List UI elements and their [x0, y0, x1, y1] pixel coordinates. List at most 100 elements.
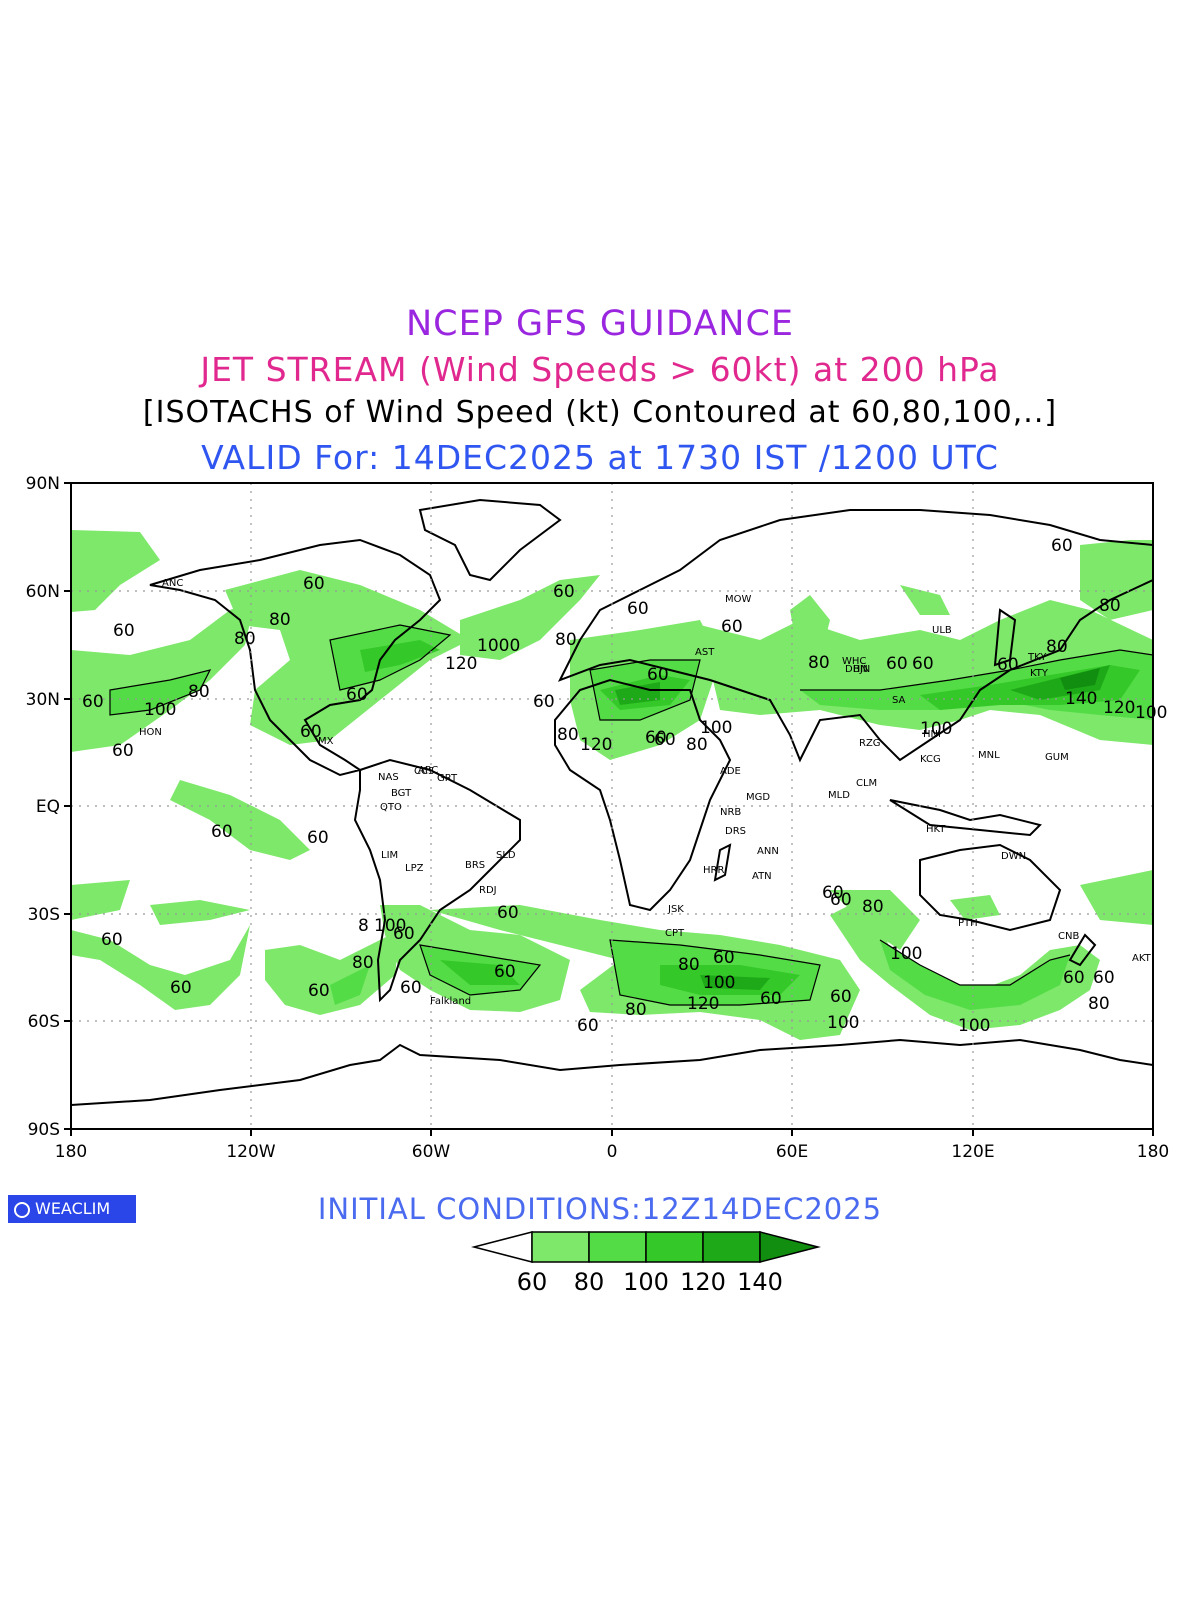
contour-label: 80	[557, 725, 579, 745]
contour-label: 100	[144, 700, 176, 720]
contour-label: 120	[580, 735, 612, 755]
lat-label-eq: EQ	[36, 797, 60, 817]
station-label: BRS	[465, 860, 485, 871]
contour-label: 100	[920, 719, 952, 739]
contour-label: 80	[862, 897, 884, 917]
station-label: ULB	[932, 625, 952, 636]
japan-outline	[993, 608, 1017, 667]
contour-label: 60	[713, 948, 735, 968]
contour-label: 60	[346, 685, 368, 705]
contour-label: 8	[358, 916, 369, 936]
greenland-outline	[418, 498, 562, 582]
contour-label: 80	[686, 735, 708, 755]
station-label: CCS	[414, 766, 434, 777]
station-label: CLM	[856, 778, 877, 789]
station-label: WHC	[842, 656, 866, 667]
station-label: MNL	[978, 750, 1000, 761]
contour-label: 80	[269, 610, 291, 630]
station-label: LPZ	[405, 863, 424, 874]
contour-label: 80	[555, 630, 577, 650]
station-label: RZG	[859, 738, 881, 749]
contour-label: 100	[1135, 703, 1167, 723]
lat-label-60n: 60N	[26, 582, 60, 602]
australia-outline	[919, 843, 1062, 932]
station-label: CPT	[665, 928, 685, 939]
contour-label: 100	[700, 718, 732, 738]
station-label: NRB	[720, 807, 741, 818]
contour-label: 80	[678, 955, 700, 975]
lat-label-60s: 60S	[28, 1012, 60, 1032]
station-label: MLD	[828, 790, 850, 801]
contour-label: 100	[374, 916, 406, 936]
contour-label: 120	[445, 654, 477, 674]
contour-label: 60	[1051, 536, 1073, 556]
contour-label: 60	[82, 692, 104, 712]
contour-label: 60	[577, 1016, 599, 1036]
contour-label: 60	[400, 978, 422, 998]
station-label: HRR	[703, 865, 724, 876]
station-label: AST	[695, 647, 715, 658]
station-label: DRS	[725, 826, 746, 837]
contour-label: 60	[211, 822, 233, 842]
station-label: SLD	[496, 850, 516, 861]
station-label: DWN	[1001, 851, 1026, 862]
isotach-shading-140	[1060, 668, 1100, 690]
station-label: ADE	[720, 766, 741, 777]
lon-label-120w: 120W	[226, 1142, 275, 1162]
station-label: JSK	[667, 904, 684, 915]
lat-label-90s: 90S	[28, 1120, 60, 1140]
station-label: SA	[892, 695, 906, 706]
axis-ticks	[64, 482, 1154, 1136]
contour-label: 60	[393, 924, 415, 944]
weaclim-logo: WEACLIM	[8, 1195, 136, 1223]
contour-label: 80	[808, 653, 830, 673]
station-label: Falkland	[430, 996, 471, 1007]
contour-label: 60	[627, 599, 649, 619]
contour-label: 80	[1088, 994, 1110, 1014]
contour-label: 60	[886, 654, 908, 674]
contour-label: 60	[1063, 968, 1085, 988]
station-label: GRT	[437, 773, 458, 784]
contour-label: 60	[101, 930, 123, 950]
contour-label: 80	[1099, 596, 1121, 616]
contour-label: 100	[958, 1016, 990, 1036]
contour-label: 60	[647, 665, 669, 685]
indonesia-outline	[889, 799, 1042, 837]
station-label: DHN	[845, 664, 868, 675]
map-title-line2: JET STREAM (Wind Speeds > 60kt) at 200 h…	[200, 350, 1000, 389]
station-label: HNI	[923, 729, 941, 740]
north-america-outline	[149, 538, 442, 777]
contour-label: 60	[830, 890, 852, 910]
lon-label-120e: 120E	[951, 1142, 994, 1162]
antarctica-outline	[70, 1038, 1154, 1106]
contour-label: 80	[1046, 637, 1068, 657]
station-label: ATN	[752, 871, 772, 882]
contour-label: 60	[497, 903, 519, 923]
weaclim-logo-icon	[14, 1201, 30, 1218]
station-label: HON	[139, 727, 162, 738]
initial-conditions: INITIAL CONDITIONS:12Z14DEC2025	[317, 1192, 883, 1226]
contour-label: 100	[703, 973, 735, 993]
contour-label: 100	[890, 944, 922, 964]
contour-label: 60	[997, 655, 1019, 675]
map-title-line4: VALID For: 14DEC2025 at 1730 IST /1200 U…	[201, 438, 999, 477]
map-title-line1: NCEP GFS GUIDANCE	[405, 304, 795, 344]
contour-label: 60	[533, 692, 555, 712]
contour-label: 120	[687, 994, 719, 1014]
lon-label-0: 0	[607, 1142, 618, 1162]
contour-label: 80	[352, 953, 374, 973]
lat-label-30s: 30S	[28, 905, 60, 925]
station-labels: ANC HON MX NAS BGT CCS QTO LIM LPZ BRS S…	[139, 578, 1152, 1007]
contour-label: 80	[188, 682, 210, 702]
station-label: TKY	[1027, 652, 1047, 663]
lat-label-30n: 30N	[26, 690, 60, 710]
station-label: LIM	[381, 850, 398, 861]
south-america-outline	[353, 758, 521, 1003]
station-label: NAS	[378, 772, 399, 783]
map-title-line3: [ISOTACHS of Wind Speed (kt) Contoured a…	[142, 395, 1058, 430]
contour-value-labels: 60 60 60 80 80 80 60 100 60 60 60 60 60 …	[82, 536, 1167, 1036]
station-label: KTY	[1030, 668, 1049, 679]
contour-label: 60	[553, 582, 575, 602]
station-label: GUM	[1045, 752, 1069, 763]
